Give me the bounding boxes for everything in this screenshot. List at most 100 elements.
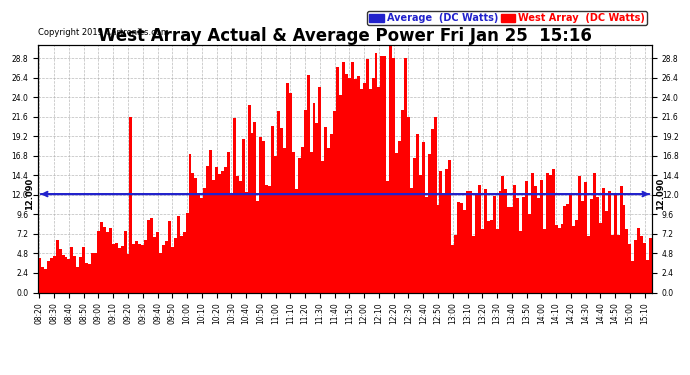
Bar <box>209 150 212 292</box>
Bar <box>153 237 156 292</box>
Bar <box>177 216 179 292</box>
Bar <box>236 176 239 292</box>
Bar <box>596 197 599 292</box>
Bar <box>413 158 416 292</box>
Bar <box>513 184 516 292</box>
Bar <box>191 172 195 292</box>
Bar <box>301 147 304 292</box>
Bar <box>546 173 549 292</box>
Bar <box>212 180 215 292</box>
Bar <box>425 197 428 292</box>
Bar <box>472 236 475 292</box>
Bar <box>469 191 472 292</box>
Bar <box>366 59 368 292</box>
Bar <box>516 198 519 292</box>
Bar <box>259 137 262 292</box>
Bar <box>103 227 106 292</box>
Bar <box>407 117 410 292</box>
Bar <box>348 78 351 292</box>
Bar <box>179 236 183 292</box>
Bar <box>584 182 587 292</box>
Bar <box>295 189 298 292</box>
Bar <box>283 148 286 292</box>
Bar <box>100 222 103 292</box>
Bar <box>265 185 268 292</box>
Bar <box>304 110 306 292</box>
Bar <box>617 235 620 292</box>
Bar <box>466 190 469 292</box>
Text: 12.090: 12.090 <box>656 178 665 210</box>
Bar <box>428 154 431 292</box>
Bar <box>638 228 640 292</box>
Bar <box>445 169 448 292</box>
Bar <box>599 223 602 292</box>
Bar <box>569 194 572 292</box>
Bar <box>331 134 333 292</box>
Bar <box>478 185 481 292</box>
Bar <box>490 220 493 292</box>
Bar <box>336 68 339 292</box>
Bar <box>118 249 121 292</box>
Bar <box>380 56 384 292</box>
Bar <box>398 141 401 292</box>
Bar <box>410 188 413 292</box>
Bar <box>124 231 126 292</box>
Bar <box>162 244 165 292</box>
Bar <box>531 174 534 292</box>
Bar <box>73 256 77 292</box>
Bar <box>248 105 250 292</box>
Bar <box>511 207 513 292</box>
Bar <box>351 62 354 292</box>
Bar <box>634 240 638 292</box>
Bar <box>442 193 445 292</box>
Bar <box>646 260 649 292</box>
Bar <box>138 244 141 292</box>
Bar <box>608 191 611 292</box>
Bar <box>333 111 336 292</box>
Bar <box>38 258 41 292</box>
Bar <box>419 175 422 292</box>
Bar <box>65 257 68 292</box>
Bar <box>502 176 504 292</box>
Bar <box>625 229 629 292</box>
Bar <box>389 46 392 292</box>
Bar <box>274 156 277 292</box>
Bar <box>239 181 241 292</box>
Bar <box>631 261 634 292</box>
Bar <box>197 195 200 292</box>
Bar <box>475 194 478 292</box>
Bar <box>253 123 257 292</box>
Bar <box>519 231 522 292</box>
Bar <box>286 83 289 292</box>
Bar <box>250 133 253 292</box>
Bar <box>372 78 375 292</box>
Bar <box>156 232 159 292</box>
Bar <box>552 169 555 292</box>
Bar <box>451 245 454 292</box>
Bar <box>94 253 97 292</box>
Bar <box>147 220 150 292</box>
Bar <box>613 194 617 292</box>
Bar <box>354 79 357 292</box>
Bar <box>85 263 88 292</box>
Bar <box>306 75 310 292</box>
Bar <box>363 83 366 292</box>
Bar <box>61 255 65 292</box>
Bar <box>310 152 313 292</box>
Bar <box>564 206 566 292</box>
Bar <box>495 230 498 292</box>
Bar <box>165 240 168 292</box>
Bar <box>168 221 171 292</box>
Bar <box>339 95 342 292</box>
Bar <box>141 245 144 292</box>
Bar <box>649 238 652 292</box>
Bar <box>431 129 433 292</box>
Bar <box>433 117 437 292</box>
Bar <box>174 238 177 292</box>
Bar <box>144 240 147 292</box>
Bar <box>230 194 233 292</box>
Bar <box>245 192 248 292</box>
Bar <box>448 160 451 292</box>
Bar <box>106 232 109 292</box>
Bar <box>590 199 593 292</box>
